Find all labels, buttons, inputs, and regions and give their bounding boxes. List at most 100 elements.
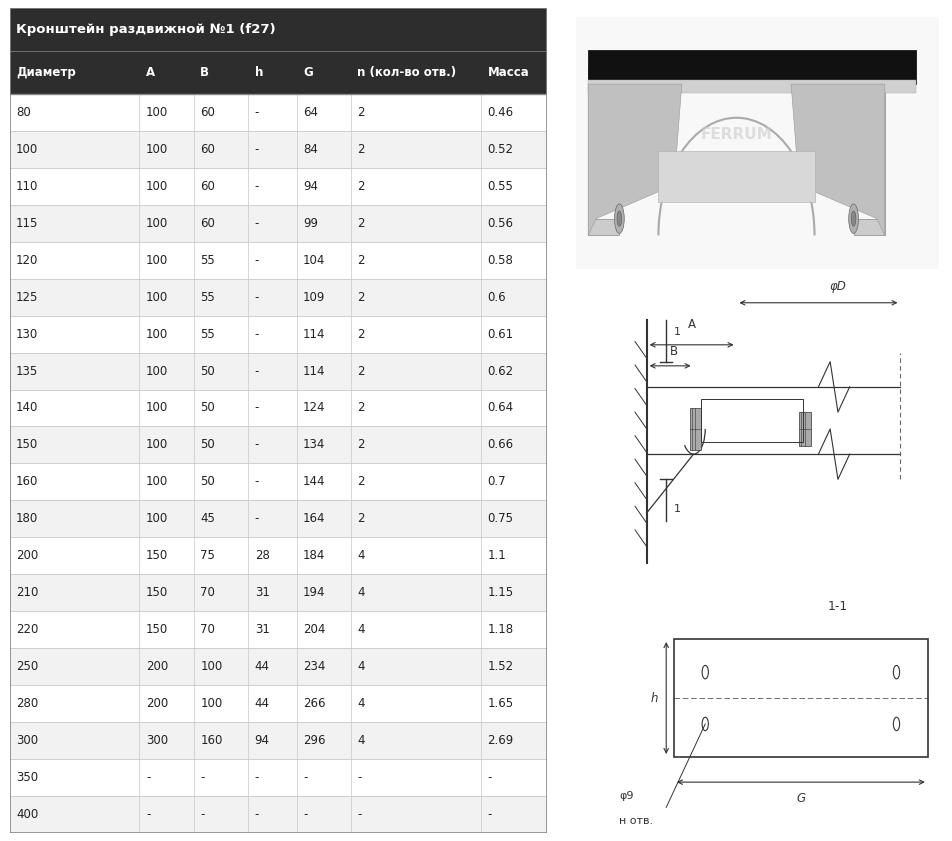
Ellipse shape — [851, 211, 856, 226]
Text: 115: 115 — [16, 217, 38, 230]
Text: 55: 55 — [200, 254, 215, 267]
Bar — [10, 94, 547, 131]
Text: 0.75: 0.75 — [487, 512, 513, 526]
Text: 0.55: 0.55 — [487, 180, 513, 193]
Text: 160: 160 — [200, 734, 223, 747]
Text: 44: 44 — [255, 697, 269, 710]
Text: 1.15: 1.15 — [487, 586, 513, 599]
Text: 100: 100 — [146, 254, 169, 267]
Text: 100: 100 — [146, 438, 169, 452]
Bar — [10, 685, 547, 722]
Text: 84: 84 — [303, 143, 318, 156]
Text: 2: 2 — [357, 475, 365, 489]
Bar — [702, 399, 803, 442]
Text: 100: 100 — [146, 475, 169, 489]
Text: A: A — [146, 66, 155, 79]
Text: 150: 150 — [16, 438, 38, 452]
Text: -: - — [255, 475, 259, 489]
Text: 200: 200 — [146, 697, 169, 710]
Text: 180: 180 — [16, 512, 38, 526]
Text: -: - — [303, 770, 307, 784]
Text: 0.56: 0.56 — [487, 217, 513, 230]
Text: φD: φD — [829, 280, 846, 294]
Text: 0.66: 0.66 — [487, 438, 513, 452]
Bar — [588, 80, 916, 93]
Text: -: - — [487, 807, 492, 821]
Text: φ9: φ9 — [620, 791, 634, 801]
Text: -: - — [255, 807, 259, 821]
Text: 50: 50 — [200, 475, 215, 489]
Text: 104: 104 — [303, 254, 326, 267]
Text: -: - — [255, 106, 259, 119]
Text: 31: 31 — [255, 586, 269, 599]
Text: 200: 200 — [16, 549, 38, 562]
Bar — [10, 796, 547, 833]
Text: G: G — [796, 792, 805, 806]
Text: B: B — [200, 66, 209, 79]
Text: 2: 2 — [357, 364, 365, 378]
Text: 80: 80 — [16, 106, 30, 119]
Text: 100: 100 — [146, 180, 169, 193]
Bar — [10, 426, 547, 463]
Bar — [10, 611, 547, 648]
Bar — [10, 574, 547, 611]
Text: B: B — [670, 345, 678, 358]
Bar — [10, 278, 547, 315]
Text: 70: 70 — [200, 623, 215, 636]
Text: 125: 125 — [16, 291, 38, 304]
Text: 350: 350 — [16, 770, 38, 784]
Text: 2: 2 — [357, 291, 365, 304]
Text: 114: 114 — [303, 328, 326, 341]
Text: 2: 2 — [357, 438, 365, 452]
Text: 135: 135 — [16, 364, 38, 378]
Text: 110: 110 — [16, 180, 38, 193]
Text: 140: 140 — [16, 401, 38, 415]
Text: 150: 150 — [146, 586, 169, 599]
Text: 44: 44 — [255, 660, 269, 673]
Text: 210: 210 — [16, 586, 38, 599]
Text: 2: 2 — [357, 106, 365, 119]
Text: 99: 99 — [303, 217, 318, 230]
Text: -: - — [255, 770, 259, 784]
Text: -: - — [255, 364, 259, 378]
Text: 31: 31 — [255, 623, 269, 636]
Bar — [10, 168, 547, 205]
Text: 0.58: 0.58 — [487, 254, 513, 267]
Text: 400: 400 — [16, 807, 38, 821]
Text: 100: 100 — [146, 512, 169, 526]
Text: G: G — [303, 66, 313, 79]
Text: 220: 220 — [16, 623, 38, 636]
Text: h: h — [651, 691, 658, 705]
Bar — [10, 759, 547, 796]
Text: 4: 4 — [357, 660, 365, 673]
Bar — [10, 242, 547, 278]
Bar — [674, 639, 927, 757]
Text: 64: 64 — [303, 106, 318, 119]
Text: 0.62: 0.62 — [487, 364, 513, 378]
Bar — [659, 151, 815, 202]
Text: 0.52: 0.52 — [487, 143, 513, 156]
Polygon shape — [854, 67, 884, 235]
Text: 100: 100 — [146, 143, 169, 156]
Bar — [10, 8, 547, 51]
Text: 1-1: 1-1 — [828, 600, 848, 613]
Text: 4: 4 — [357, 697, 365, 710]
Text: -: - — [146, 770, 150, 784]
Text: -: - — [255, 328, 259, 341]
Text: 114: 114 — [303, 364, 326, 378]
Text: 60: 60 — [200, 217, 215, 230]
Text: 2: 2 — [357, 217, 365, 230]
Bar — [576, 17, 940, 269]
Text: h: h — [255, 66, 263, 79]
Text: 2: 2 — [357, 180, 365, 193]
Text: -: - — [255, 143, 259, 156]
Text: 300: 300 — [146, 734, 169, 747]
Text: 94: 94 — [303, 180, 318, 193]
Text: 60: 60 — [200, 180, 215, 193]
Text: 144: 144 — [303, 475, 326, 489]
Bar — [10, 315, 547, 352]
Text: 0.61: 0.61 — [487, 328, 513, 341]
Text: 150: 150 — [146, 623, 169, 636]
Bar — [10, 648, 547, 685]
Text: 0.46: 0.46 — [487, 106, 513, 119]
